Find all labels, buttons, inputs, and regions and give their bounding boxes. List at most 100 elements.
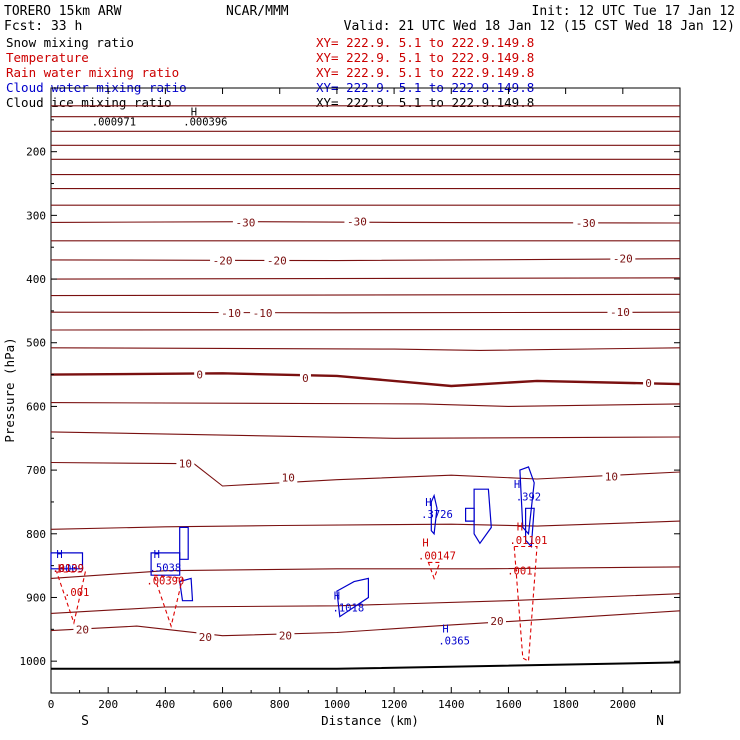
legend-cloud-ice-xy: XY= 222.9. 5.1 to 222.9.149.8 — [316, 95, 534, 110]
isotherm-4 — [50, 402, 681, 407]
isotherm-label-bg — [488, 615, 507, 628]
rain-water-contour — [153, 574, 184, 629]
isotherm-8 — [50, 431, 681, 439]
model-title: TORERO 15km ARW — [4, 4, 122, 19]
contour-annotation: .01101 — [509, 535, 547, 547]
x-tick-label: 1400 — [438, 698, 465, 711]
isotherm-minus16 — [50, 277, 681, 280]
contour-annotation: .0009 — [52, 563, 84, 575]
y-tick-label: 900 — [26, 591, 46, 604]
isotherm-label: -10 — [610, 306, 630, 319]
end-label-north: N — [656, 714, 664, 729]
isotherm-minus6 — [50, 328, 681, 331]
end-label-south: S — [81, 714, 89, 729]
cloud-water-contour — [179, 526, 189, 560]
isotherm-label: -30 — [347, 216, 367, 229]
cloud-water-contour — [179, 577, 194, 602]
contour-annotation: H — [422, 538, 428, 550]
y-tick-label: 400 — [26, 273, 46, 286]
legend-temperature-label: Temperature — [6, 50, 89, 65]
isotherm-label-bg — [264, 254, 290, 267]
contour-annotation: H — [514, 479, 520, 491]
isotherm-label: -20 — [267, 255, 287, 268]
isotherm-label: 10 — [282, 472, 295, 485]
cloud-water-contour — [150, 552, 181, 576]
x-tick-label: 400 — [155, 698, 175, 711]
contour-annotation: H — [517, 522, 523, 534]
contour-annotation: .3726 — [421, 509, 453, 521]
isotherm-label: 20 — [279, 630, 292, 643]
isotherm-minus12 — [50, 293, 681, 297]
y-tick-label: 500 — [26, 337, 46, 350]
isotherm-16 — [50, 566, 681, 579]
rain-water-contour — [513, 545, 538, 663]
isotherm-label-bg — [344, 215, 370, 228]
contour-annotation: .392 — [516, 492, 541, 504]
isotherm-20 — [50, 610, 681, 637]
y-tick-label: 300 — [26, 209, 46, 222]
isotherm-label: 20 — [199, 631, 212, 644]
isotherm-label: 0 — [645, 377, 652, 390]
contour-annotation: H — [442, 624, 448, 636]
isotherm-label-bg — [643, 376, 655, 389]
contour-annotation: .0365 — [438, 636, 470, 648]
contour-annotation: H — [154, 549, 160, 561]
x-tick-label: 2000 — [610, 698, 637, 711]
cloud-water-contour — [50, 552, 84, 570]
isotherm-label: -30 — [576, 217, 596, 230]
temperature-isotherms: -30 -30 -30 -20 -20 -20 -10 -10 -10 0 0 0 10 10 10 20 20… — [50, 105, 681, 670]
cloud-water-contour — [430, 493, 438, 536]
contour-annotation: .001 — [507, 566, 532, 578]
isotherm-22 — [51, 661, 681, 670]
contour-annotation: H — [425, 497, 431, 509]
x-tick-label: 1000 — [324, 698, 351, 711]
legend-snow-xy: XY= 222.9. 5.1 to 222.9.149.8 — [316, 35, 534, 50]
cloud-water-contour — [473, 488, 492, 545]
isotherm-label-bg — [610, 252, 636, 265]
isotherm-label-bg — [232, 216, 258, 229]
contour-annotation: .000396 — [183, 117, 227, 129]
contour-annotation: H — [58, 563, 64, 575]
y-tick-label: 700 — [26, 464, 46, 477]
contour-annotation: H — [334, 590, 340, 602]
isotherm-label: -10 — [253, 307, 273, 320]
isotherm-label-bg — [218, 306, 244, 319]
init-time: Init: 12 UTC Tue 17 Jan 12 — [532, 4, 736, 19]
legend-temperature-xy: XY= 222.9. 5.1 to 222.9.149.8 — [316, 50, 534, 65]
isotherm-label-bg — [573, 217, 599, 230]
center-title: NCAR/MMM — [226, 4, 289, 19]
cloud-water-contour — [465, 507, 475, 522]
isotherm-label: -10 — [221, 307, 241, 320]
legend-rain-xy: XY= 222.9. 5.1 to 222.9.149.8 — [316, 65, 534, 80]
y-tick-label: 200 — [26, 146, 46, 159]
y-tick-label: 1000 — [20, 655, 47, 668]
isotherm-label: 10 — [179, 458, 192, 471]
isotherm-label-bg — [194, 368, 206, 381]
x-axis-title: Distance (km) — [321, 713, 419, 728]
contour-annotation: .00147 — [418, 550, 456, 562]
isotherm-minus20 — [50, 258, 681, 262]
legend-cloud-ice-label: Cloud ice mixing ratio — [6, 95, 172, 110]
isotherm-label-bg — [250, 306, 276, 319]
isotherm-label: 0 — [302, 372, 309, 385]
axis-ticks: 0 200 400 600 800 1000 1200 1400 1600 1800 2000200… — [20, 88, 680, 711]
isotherm-label: -30 — [235, 216, 255, 229]
y-tick-label: 600 — [26, 400, 46, 413]
isotherm-label: -20 — [213, 255, 233, 268]
isotherm-label: 0 — [196, 369, 203, 382]
isotherm-label: 10 — [605, 470, 618, 483]
isotherm-label-bg — [276, 629, 295, 642]
valid-time: Valid: 21 UTC Wed 18 Jan 12 (15 CST Wed … — [344, 19, 735, 34]
rain-water-contour — [55, 571, 86, 625]
x-tick-label: 1600 — [495, 698, 522, 711]
isotherm-label-bg — [176, 457, 195, 470]
isotherm-minus30 — [50, 221, 681, 224]
x-tick-label: 200 — [98, 698, 118, 711]
isotherm-label-bg — [299, 371, 311, 384]
contour-annotation: .0139 — [52, 563, 84, 575]
y-tick-label: 800 — [26, 528, 46, 541]
contour-annotation: .001 — [64, 587, 89, 599]
x-tick-label: 600 — [213, 698, 233, 711]
x-tick-label: 1800 — [552, 698, 579, 711]
